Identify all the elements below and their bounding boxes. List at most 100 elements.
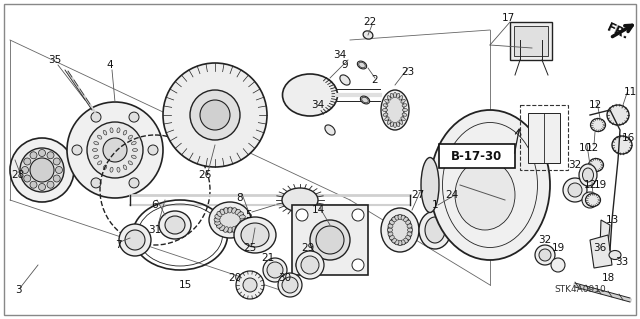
Ellipse shape [340, 75, 350, 85]
Circle shape [47, 152, 54, 159]
Circle shape [582, 192, 598, 208]
Ellipse shape [97, 161, 102, 165]
Ellipse shape [398, 241, 402, 246]
Ellipse shape [123, 130, 127, 135]
Text: 32: 32 [568, 160, 582, 170]
Circle shape [38, 150, 45, 157]
Circle shape [243, 278, 257, 292]
Ellipse shape [390, 122, 394, 127]
Ellipse shape [388, 232, 393, 236]
Ellipse shape [401, 117, 405, 121]
Circle shape [47, 181, 54, 188]
Ellipse shape [360, 96, 370, 104]
Text: 11: 11 [623, 87, 637, 97]
Ellipse shape [430, 110, 550, 260]
Text: 13: 13 [605, 215, 619, 225]
Ellipse shape [94, 155, 99, 159]
Ellipse shape [455, 160, 515, 230]
Text: 4: 4 [107, 60, 113, 70]
Circle shape [535, 245, 555, 265]
Ellipse shape [421, 158, 439, 212]
Ellipse shape [387, 120, 391, 124]
Ellipse shape [394, 122, 397, 128]
Circle shape [24, 175, 31, 182]
Ellipse shape [390, 93, 394, 98]
Circle shape [87, 122, 143, 178]
Ellipse shape [591, 118, 605, 131]
Text: 5: 5 [244, 210, 252, 220]
Text: 24: 24 [445, 190, 459, 200]
Ellipse shape [396, 122, 400, 127]
Circle shape [20, 148, 64, 192]
Ellipse shape [103, 165, 107, 170]
Ellipse shape [407, 232, 412, 236]
Ellipse shape [396, 93, 400, 98]
Ellipse shape [239, 215, 245, 219]
Ellipse shape [381, 208, 419, 252]
Text: 32: 32 [538, 235, 552, 245]
Circle shape [72, 145, 82, 155]
Text: 29: 29 [301, 243, 315, 253]
Ellipse shape [408, 228, 413, 232]
Circle shape [190, 90, 240, 140]
Ellipse shape [395, 240, 399, 245]
Circle shape [129, 178, 139, 188]
Bar [520, 105, 568, 170]
Ellipse shape [217, 211, 222, 217]
Ellipse shape [407, 224, 412, 228]
Ellipse shape [390, 220, 394, 225]
Ellipse shape [385, 117, 389, 121]
Ellipse shape [404, 217, 408, 222]
Ellipse shape [582, 168, 593, 182]
Circle shape [103, 138, 127, 162]
FancyBboxPatch shape [439, 144, 515, 168]
Ellipse shape [357, 61, 367, 69]
Text: B-17-30: B-17-30 [451, 150, 502, 162]
Ellipse shape [131, 155, 136, 159]
Ellipse shape [388, 224, 393, 228]
Circle shape [539, 249, 551, 261]
Ellipse shape [586, 194, 600, 206]
Text: 19: 19 [552, 243, 564, 253]
Circle shape [352, 209, 364, 221]
Circle shape [236, 271, 264, 299]
Text: 30: 30 [278, 273, 292, 283]
Circle shape [352, 259, 364, 271]
Circle shape [282, 277, 298, 293]
Text: 17: 17 [501, 13, 515, 23]
Ellipse shape [402, 104, 407, 107]
Circle shape [38, 183, 45, 190]
Circle shape [91, 112, 101, 122]
Text: 28: 28 [12, 170, 24, 180]
Ellipse shape [110, 128, 113, 133]
Circle shape [119, 224, 151, 256]
Text: 27: 27 [412, 190, 424, 200]
Text: 2: 2 [372, 75, 378, 85]
Ellipse shape [406, 235, 410, 240]
Ellipse shape [220, 209, 225, 215]
Ellipse shape [399, 120, 403, 124]
Text: 16: 16 [621, 133, 635, 143]
Ellipse shape [220, 226, 225, 231]
Ellipse shape [387, 96, 391, 100]
Ellipse shape [282, 74, 337, 116]
Ellipse shape [399, 96, 403, 100]
Ellipse shape [398, 214, 402, 219]
Ellipse shape [401, 215, 405, 220]
Ellipse shape [392, 217, 396, 222]
Ellipse shape [103, 130, 107, 135]
Ellipse shape [159, 211, 191, 239]
Circle shape [91, 178, 101, 188]
Ellipse shape [241, 223, 269, 247]
Circle shape [10, 138, 74, 202]
Circle shape [310, 220, 350, 260]
Text: 21: 21 [261, 253, 275, 263]
Circle shape [301, 256, 319, 274]
Ellipse shape [128, 161, 132, 165]
Circle shape [53, 158, 60, 165]
Text: 7: 7 [115, 240, 122, 250]
Circle shape [53, 175, 60, 182]
Circle shape [200, 100, 230, 130]
Ellipse shape [110, 167, 113, 172]
Ellipse shape [214, 221, 221, 225]
